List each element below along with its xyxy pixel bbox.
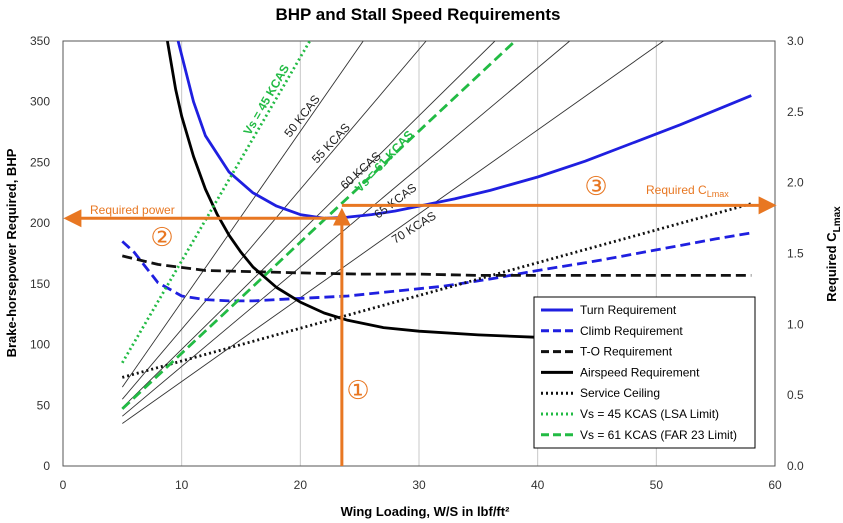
kcas-line <box>122 41 570 417</box>
required-clmax-main: Required C <box>646 183 707 197</box>
legend-label: T-O Requirement <box>580 345 673 359</box>
legend-label: Turn Requirement <box>580 303 677 317</box>
series-line <box>121 231 752 303</box>
series-line <box>121 41 312 364</box>
kcas-label-55: 55 KCAS <box>309 120 353 166</box>
legend-label: Vs = 61 KCAS (FAR 23 Limit) <box>580 428 737 442</box>
series-line <box>176 41 752 220</box>
legend-label: Vs = 45 KCAS (LSA Limit) <box>580 407 719 421</box>
axis-ticks: 0 10 20 30 40 50 60 0 50 100 150 200 250 300 350 0.0 0.5… <box>30 34 804 492</box>
required-power-label: Required power <box>90 203 175 217</box>
chart-title: BHP and Stall Speed Requirements <box>276 5 561 24</box>
y-axis-label: Brake-horsepower Required, BHP <box>4 148 19 357</box>
kcas-line <box>121 41 427 400</box>
kcas-line <box>121 41 364 388</box>
y2-tick-label: 0.5 <box>787 388 804 402</box>
y-tick-label: 150 <box>30 277 50 291</box>
y-tick-label: 0 <box>43 459 50 473</box>
y-tick-label: 50 <box>37 398 51 412</box>
kcas-label-70: 70 KCAS <box>389 209 438 247</box>
kcas-line <box>122 41 496 409</box>
x-tick-label: 0 <box>60 478 67 492</box>
plot-frame <box>62 40 776 467</box>
legend-label: Airspeed Requirement <box>580 365 700 379</box>
series-line <box>121 254 752 277</box>
kcas-label-50: 50 KCAS <box>281 92 322 140</box>
y2-axis-label-sub: Lmax <box>832 206 843 233</box>
y2-tick-label: 1.0 <box>787 317 804 331</box>
y2-tick-label: 0.0 <box>787 459 804 473</box>
y2-tick-label: 2.0 <box>787 176 804 190</box>
step-3-marker: ③ <box>584 172 607 202</box>
y2-axis-label-main: Required C <box>824 232 839 302</box>
x-tick-label: 60 <box>768 478 782 492</box>
y2-tick-label: 1.5 <box>787 247 804 261</box>
x-tick-label: 40 <box>531 478 545 492</box>
kcas-line <box>122 41 664 424</box>
y-tick-label: 300 <box>30 95 50 109</box>
y-tick-label: 250 <box>30 155 50 169</box>
kcas-lines <box>121 41 664 424</box>
y2-axis-label: Required CLmax <box>824 206 843 302</box>
y2-tick-label: 3.0 <box>787 34 804 48</box>
x-axis-label: Wing Loading, W/S in lbf/ft² <box>341 504 511 519</box>
y-tick-label: 200 <box>30 216 50 230</box>
y-tick-label: 100 <box>30 338 50 352</box>
y-tick-label: 350 <box>30 34 50 48</box>
x-tick-label: 30 <box>412 478 426 492</box>
series-line <box>121 202 752 379</box>
x-tick-label: 10 <box>175 478 189 492</box>
legend-label: Service Ceiling <box>580 386 660 400</box>
step-2-marker: ② <box>150 223 173 253</box>
annotations <box>63 196 777 466</box>
step-1-marker: ① <box>346 376 369 406</box>
required-clmax-label: Required CLmax <box>646 183 729 199</box>
legend: Turn Requirement Climb Requirement T-O Req… <box>533 296 756 449</box>
required-clmax-sub: Lmax <box>707 189 730 199</box>
legend-label: Climb Requirement <box>580 324 683 338</box>
x-tick-label: 20 <box>294 478 308 492</box>
x-tick-label: 50 <box>650 478 664 492</box>
y2-tick-label: 2.5 <box>787 105 804 119</box>
